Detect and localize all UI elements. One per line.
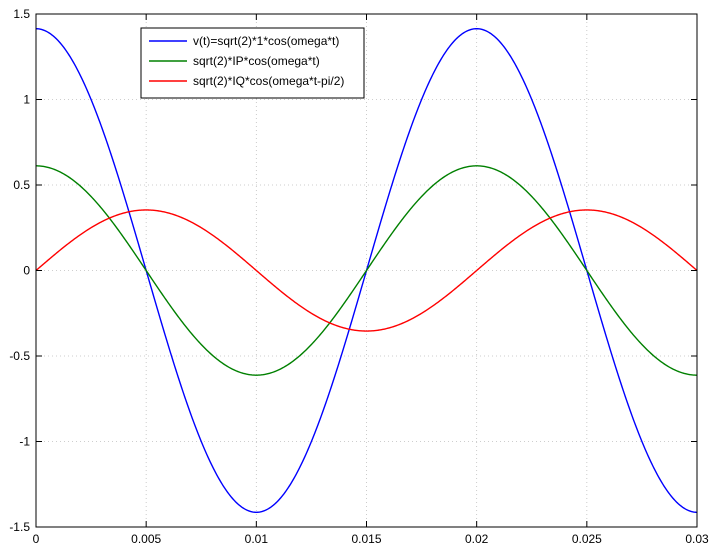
legend-label-3: sqrt(2)*IQ*cos(omega*t-pi/2) xyxy=(193,74,344,88)
x-tick-label: 0 xyxy=(33,532,40,546)
y-axis-ticks: 1.5 1 0.5 0 -0.5 -1 -1.5 xyxy=(9,7,697,534)
legend-label-1: v(t)=sqrt(2)*1*cos(omega*t) xyxy=(193,34,339,48)
legend-label-2: sqrt(2)*IP*cos(omega*t) xyxy=(193,54,320,68)
x-tick-label: 0.01 xyxy=(245,532,269,546)
y-tick-label: 0.5 xyxy=(13,178,30,192)
legend-box xyxy=(140,27,365,99)
x-tick-label: 0.005 xyxy=(131,532,161,546)
x-tick-label: 0.025 xyxy=(572,532,602,546)
y-tick-label: 1.5 xyxy=(13,7,30,21)
x-axis-ticks: 0 0.005 0.01 0.015 0.02 0.025 0.03 xyxy=(33,14,709,546)
x-tick-label: 0.03 xyxy=(685,532,709,546)
series-line-3 xyxy=(35,209,698,332)
y-tick-label: -1 xyxy=(19,435,30,449)
x-tick-label: 0.015 xyxy=(351,532,381,546)
series-line-2 xyxy=(35,165,698,376)
y-tick-label: -1.5 xyxy=(9,520,30,534)
y-tick-label: -0.5 xyxy=(9,349,30,363)
series-lines xyxy=(35,28,698,513)
y-tick-label: 0 xyxy=(23,264,30,278)
x-tick-label: 0.02 xyxy=(465,532,489,546)
legend: v(t)=sqrt(2)*1*cos(omega*t) sqrt(2)*IP*co… xyxy=(140,27,365,99)
y-tick-label: 1 xyxy=(23,93,30,107)
